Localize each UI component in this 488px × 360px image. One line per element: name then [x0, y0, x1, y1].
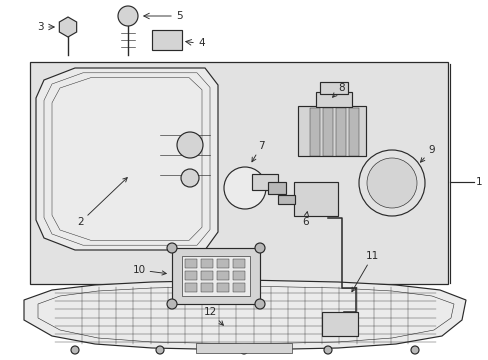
Bar	[267, 182, 285, 194]
Bar	[196, 343, 291, 353]
Text: 6: 6	[302, 212, 308, 227]
Polygon shape	[36, 68, 218, 250]
Bar	[309, 108, 319, 156]
Bar	[232, 259, 244, 268]
Bar	[217, 259, 228, 268]
Polygon shape	[24, 280, 465, 350]
Bar	[184, 259, 197, 268]
Circle shape	[181, 169, 199, 187]
Circle shape	[324, 346, 331, 354]
Text: 2: 2	[77, 177, 127, 227]
Bar	[293, 182, 337, 216]
Circle shape	[118, 6, 138, 26]
Text: 7: 7	[251, 141, 264, 162]
Bar	[201, 283, 213, 292]
Text: 3: 3	[37, 22, 44, 32]
Circle shape	[366, 158, 416, 208]
Circle shape	[224, 167, 265, 209]
Circle shape	[167, 299, 177, 309]
Bar	[217, 283, 228, 292]
Bar	[182, 256, 249, 296]
Text: 11: 11	[351, 251, 379, 292]
Text: 9: 9	[420, 145, 434, 162]
Text: 5: 5	[176, 11, 182, 21]
Bar	[232, 271, 244, 280]
Circle shape	[156, 346, 163, 354]
Circle shape	[71, 346, 79, 354]
Text: 1: 1	[475, 177, 482, 187]
Bar	[278, 195, 294, 204]
Bar	[297, 106, 365, 156]
Text: 4: 4	[198, 38, 204, 48]
Bar	[335, 108, 346, 156]
Bar	[184, 283, 197, 292]
Bar	[30, 62, 447, 284]
Bar	[232, 283, 244, 292]
Bar	[152, 30, 182, 50]
Circle shape	[254, 243, 264, 253]
Circle shape	[410, 346, 418, 354]
Bar	[348, 108, 358, 156]
Bar	[184, 271, 197, 280]
Circle shape	[240, 346, 247, 354]
Bar	[251, 174, 278, 190]
Bar	[217, 271, 228, 280]
Circle shape	[167, 243, 177, 253]
Bar	[321, 312, 357, 336]
Circle shape	[177, 132, 203, 158]
Bar	[323, 108, 332, 156]
Circle shape	[254, 299, 264, 309]
Text: 12: 12	[203, 307, 223, 325]
Bar	[315, 92, 351, 107]
Bar	[172, 248, 260, 304]
Bar	[201, 259, 213, 268]
Bar	[319, 82, 347, 94]
Bar	[201, 271, 213, 280]
Text: 10: 10	[133, 265, 166, 275]
Text: 8: 8	[332, 83, 344, 97]
